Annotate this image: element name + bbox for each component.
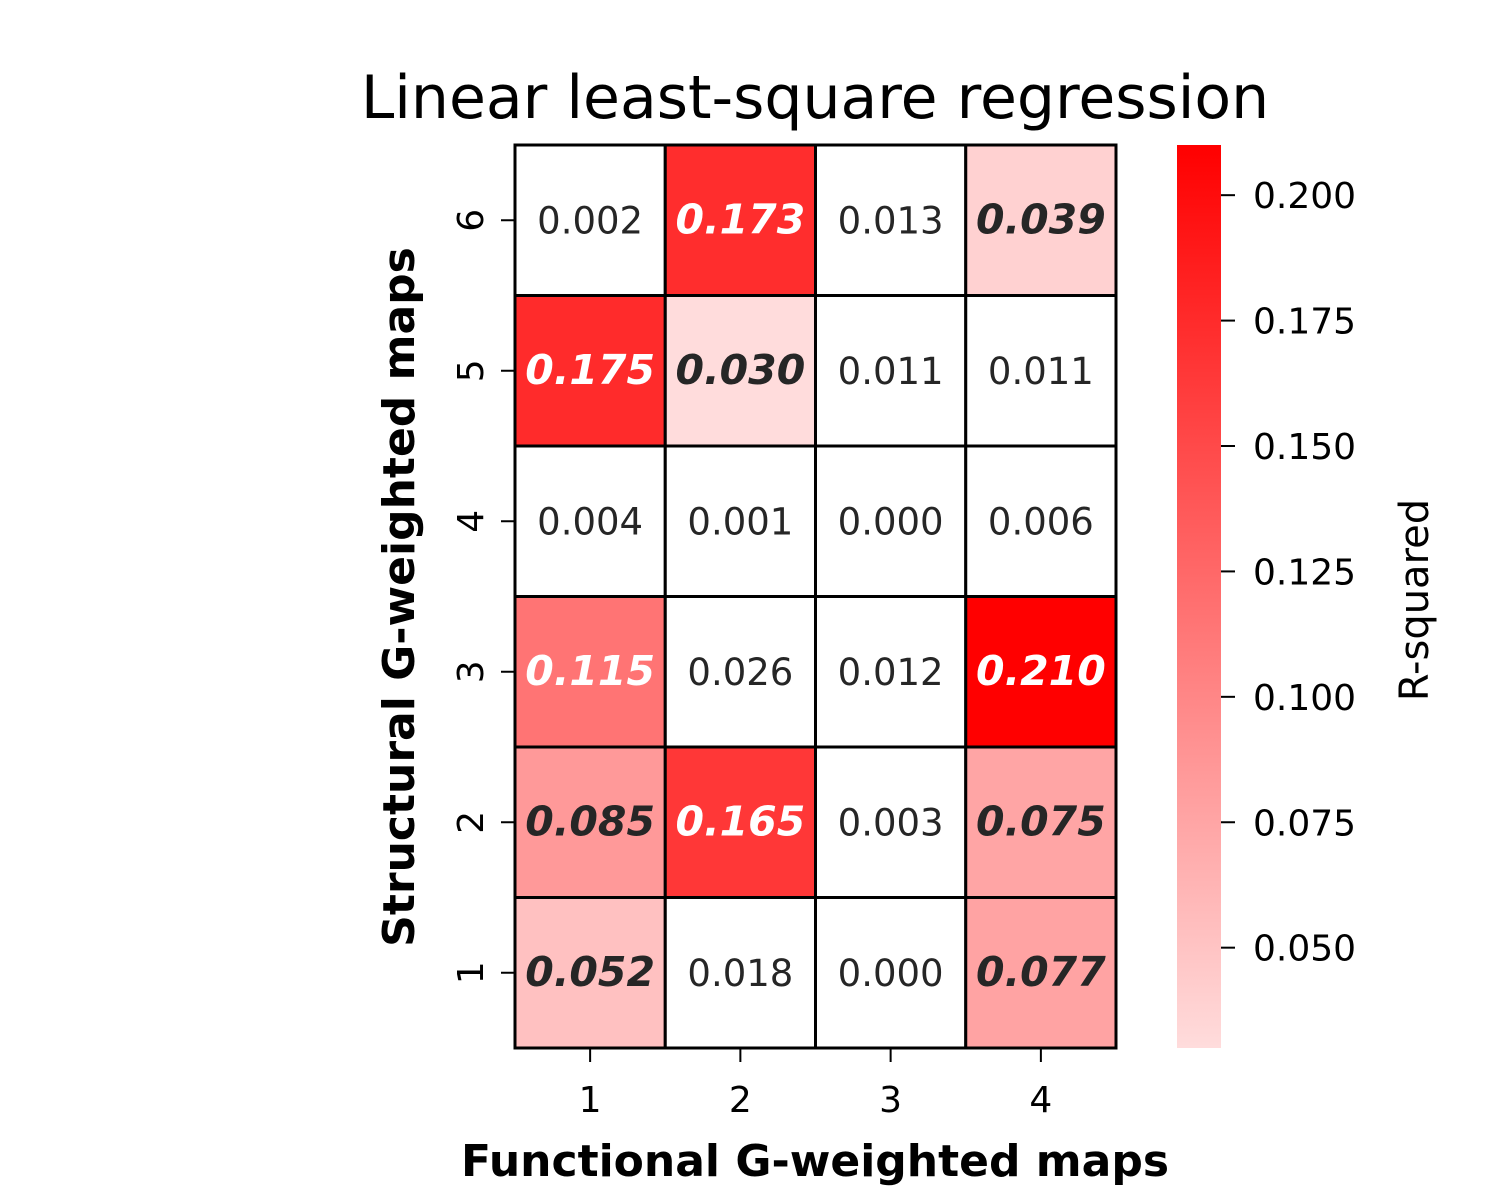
colorbar-tick-label: 0.100 <box>1253 678 1356 719</box>
heatmap-cell <box>964 595 1118 749</box>
heatmap-cell <box>663 896 817 1050</box>
y-tick-label: 3 <box>451 660 492 683</box>
colorbar-label: R-squared <box>1392 499 1438 701</box>
colorbar-tick-label: 0.075 <box>1253 803 1356 844</box>
x-tick-label: 1 <box>579 1080 602 1121</box>
x-tick-label: 4 <box>1029 1080 1052 1121</box>
heatmap-cell <box>663 444 817 598</box>
cell-value-label: 0.026 <box>687 651 793 694</box>
colorbar-tick-label: 0.125 <box>1253 552 1356 593</box>
cell-value-label: 0.052 <box>525 948 655 996</box>
heatmap-cell <box>814 896 968 1050</box>
cell-value-label: 0.018 <box>687 952 793 995</box>
heatmap-cell <box>513 896 667 1050</box>
colorbar-tick-label: 0.050 <box>1253 929 1356 970</box>
cell-value-label: 0.077 <box>976 948 1106 996</box>
cell-value-label: 0.011 <box>838 350 944 393</box>
y-axis-ticks: 6 5 4 3 2 1 <box>451 209 515 984</box>
colorbar <box>1177 145 1221 1048</box>
heatmap-cell <box>964 745 1118 899</box>
x-axis-ticks: 1 2 3 4 <box>579 1048 1052 1121</box>
cell-value-label: 0.000 <box>838 952 944 995</box>
cell-value-label: 0.003 <box>838 801 944 844</box>
chart-title: Linear least-square regression <box>361 63 1269 133</box>
cell-value-label: 0.012 <box>838 651 944 694</box>
colorbar-tick-label: 0.175 <box>1253 302 1356 343</box>
cell-value-label: 0.210 <box>976 647 1106 695</box>
y-tick-label: 2 <box>451 811 492 834</box>
cell-value-label: 0.004 <box>537 500 643 543</box>
colorbar-tick-label: 0.200 <box>1253 176 1356 217</box>
heatmap-cell <box>663 745 817 899</box>
cell-value-label: 0.039 <box>976 195 1106 243</box>
cell-value-label: 0.000 <box>838 500 944 543</box>
x-tick-label: 2 <box>729 1080 752 1121</box>
heatmap-cells: 0.002 0.173 0.013 0.039 0.175 0.030 0.011 0.011… <box>513 143 1118 1050</box>
heatmap-cell <box>964 294 1118 448</box>
heatmap-frame <box>514 144 1117 1049</box>
cell-value-label: 0.075 <box>976 797 1106 845</box>
y-tick-label: 4 <box>451 510 492 533</box>
y-tick-label: 1 <box>451 961 492 984</box>
heatmap-cell <box>964 444 1118 598</box>
cell-value-label: 0.006 <box>988 500 1094 543</box>
cell-value-label: 0.011 <box>988 350 1094 393</box>
heatmap-cell <box>663 595 817 749</box>
colorbar-ticks: 0.050 0.075 0.100 0.125 0.150 0.175 0.200 <box>1221 176 1356 970</box>
heatmap-cell <box>513 143 667 297</box>
cell-value-label: 0.175 <box>525 346 655 394</box>
cell-value-label: 0.001 <box>687 500 793 543</box>
cell-value-label: 0.115 <box>525 647 655 695</box>
cell-value-label: 0.173 <box>676 195 806 243</box>
heatmap-cell <box>663 294 817 448</box>
x-axis-label: Functional G-weighted maps <box>461 1136 1169 1187</box>
cell-value-label: 0.085 <box>525 797 655 845</box>
cell-value-label: 0.013 <box>838 199 944 242</box>
y-tick-label: 6 <box>451 209 492 232</box>
colorbar-tick-label: 0.150 <box>1253 427 1356 468</box>
y-axis-label: Structural G-weighted maps <box>374 247 425 947</box>
cell-value-label: 0.030 <box>676 346 806 394</box>
y-tick-label: 5 <box>451 359 492 382</box>
heatmap-cell <box>814 745 968 899</box>
cell-value-label: 0.002 <box>537 199 643 242</box>
cell-value-label: 0.165 <box>676 797 806 845</box>
x-tick-label: 3 <box>879 1080 902 1121</box>
heatmap-cell <box>663 143 817 297</box>
